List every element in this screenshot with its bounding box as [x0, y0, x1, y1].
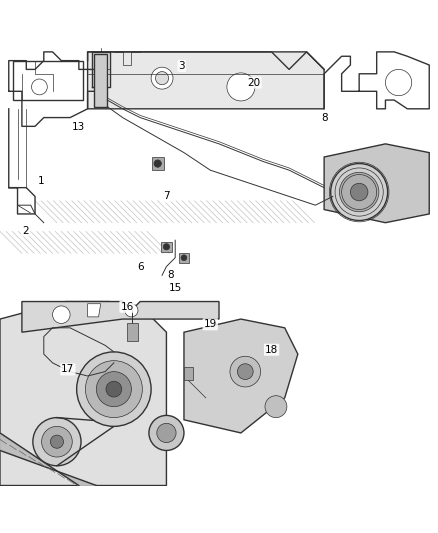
Circle shape	[181, 255, 187, 261]
Text: 15: 15	[169, 284, 182, 293]
Circle shape	[230, 356, 261, 387]
Text: 7: 7	[163, 191, 170, 201]
Circle shape	[227, 73, 255, 101]
Bar	[127, 324, 138, 341]
Circle shape	[154, 160, 161, 167]
Circle shape	[151, 67, 173, 89]
Bar	[152, 157, 164, 169]
Circle shape	[163, 244, 170, 250]
Circle shape	[77, 352, 151, 426]
Circle shape	[33, 418, 81, 466]
Text: 13: 13	[72, 122, 85, 132]
Bar	[184, 367, 193, 381]
Text: 17: 17	[61, 365, 74, 374]
Circle shape	[125, 304, 138, 317]
Text: 19: 19	[204, 319, 217, 329]
Circle shape	[350, 183, 368, 201]
Text: 2: 2	[22, 225, 29, 236]
Circle shape	[339, 172, 379, 212]
Text: 8: 8	[167, 270, 174, 280]
Polygon shape	[324, 144, 429, 223]
Circle shape	[157, 423, 176, 442]
Circle shape	[50, 435, 64, 448]
Circle shape	[385, 69, 412, 96]
Polygon shape	[88, 304, 101, 317]
Circle shape	[237, 364, 253, 379]
Text: 8: 8	[321, 112, 328, 123]
Polygon shape	[88, 52, 324, 109]
Circle shape	[85, 361, 142, 418]
Circle shape	[155, 71, 169, 85]
Circle shape	[149, 415, 184, 450]
Bar	[161, 241, 172, 252]
Bar	[179, 253, 189, 263]
Circle shape	[106, 381, 122, 397]
Text: 16: 16	[120, 302, 134, 312]
Circle shape	[331, 164, 388, 221]
Text: 20: 20	[247, 77, 261, 87]
Circle shape	[53, 306, 70, 324]
Circle shape	[96, 372, 131, 407]
Text: 1: 1	[38, 176, 45, 186]
Polygon shape	[0, 302, 166, 486]
Circle shape	[42, 426, 72, 457]
Text: 18: 18	[265, 345, 278, 355]
Text: 3: 3	[178, 61, 185, 71]
Circle shape	[265, 395, 287, 418]
Polygon shape	[184, 319, 298, 433]
Bar	[94, 54, 107, 107]
Polygon shape	[22, 302, 219, 332]
Polygon shape	[0, 433, 96, 486]
Text: 6: 6	[137, 262, 144, 271]
